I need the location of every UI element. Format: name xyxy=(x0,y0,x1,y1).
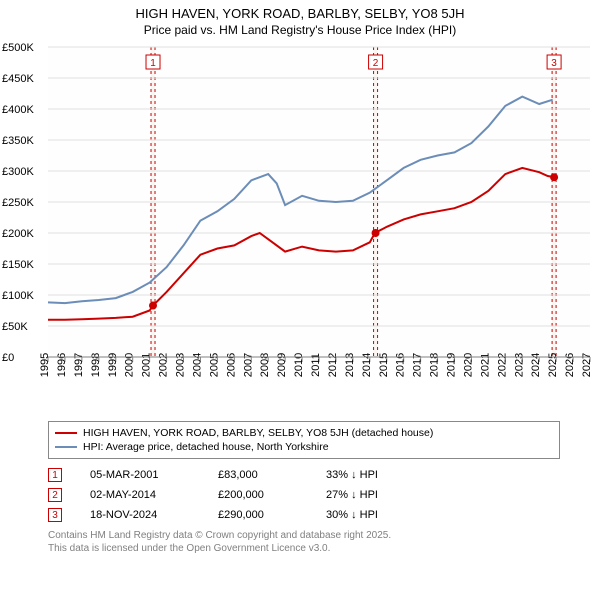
sale-badge: 2 xyxy=(48,488,62,502)
svg-text:2004: 2004 xyxy=(191,353,203,377)
legend-label: HPI: Average price, detached house, Nort… xyxy=(83,441,329,453)
svg-text:£200K: £200K xyxy=(2,228,34,240)
svg-text:2005: 2005 xyxy=(208,353,220,377)
svg-text:£100K: £100K xyxy=(2,290,34,302)
legend: HIGH HAVEN, YORK ROAD, BARLBY, SELBY, YO… xyxy=(48,421,560,459)
legend-item: HPI: Average price, detached house, Nort… xyxy=(55,440,553,454)
sale-delta: 33% ↓ HPI xyxy=(326,469,426,481)
svg-text:2018: 2018 xyxy=(429,353,441,377)
svg-text:1996: 1996 xyxy=(56,353,68,377)
legend-item: HIGH HAVEN, YORK ROAD, BARLBY, SELBY, YO… xyxy=(55,426,553,440)
sale-date: 02-MAY-2014 xyxy=(90,489,200,501)
sale-date: 18-NOV-2024 xyxy=(90,509,200,521)
svg-text:2000: 2000 xyxy=(124,353,136,377)
svg-text:£300K: £300K xyxy=(2,166,34,178)
svg-text:£500K: £500K xyxy=(2,42,34,54)
chart-title: HIGH HAVEN, YORK ROAD, BARLBY, SELBY, YO… xyxy=(0,0,600,37)
sale-price: £200,000 xyxy=(218,489,308,501)
svg-text:2007: 2007 xyxy=(242,353,254,377)
sales-table: 1 05-MAR-2001 £83,000 33% ↓ HPI 2 02-MAY… xyxy=(48,465,560,525)
svg-text:2: 2 xyxy=(373,58,379,69)
legend-swatch-red xyxy=(55,432,77,434)
svg-text:2027: 2027 xyxy=(581,353,593,377)
sale-row: 1 05-MAR-2001 £83,000 33% ↓ HPI xyxy=(48,465,560,485)
svg-text:2020: 2020 xyxy=(462,353,474,377)
sale-badge: 1 xyxy=(48,468,62,482)
sale-row: 2 02-MAY-2014 £200,000 27% ↓ HPI xyxy=(48,485,560,505)
svg-text:£0: £0 xyxy=(2,352,14,364)
svg-text:1995: 1995 xyxy=(39,353,51,377)
svg-text:2006: 2006 xyxy=(225,353,237,377)
svg-text:2024: 2024 xyxy=(530,353,542,377)
svg-text:1998: 1998 xyxy=(90,353,102,377)
svg-text:2021: 2021 xyxy=(479,353,491,377)
sale-price: £83,000 xyxy=(218,469,308,481)
svg-text:2009: 2009 xyxy=(276,353,288,377)
svg-text:1997: 1997 xyxy=(73,353,85,377)
svg-text:2010: 2010 xyxy=(293,353,305,377)
footer-line-1: Contains HM Land Registry data © Crown c… xyxy=(48,529,560,542)
svg-text:£400K: £400K xyxy=(2,104,34,116)
svg-text:2017: 2017 xyxy=(412,353,424,377)
svg-text:2023: 2023 xyxy=(513,353,525,377)
footer-line-2: This data is licensed under the Open Gov… xyxy=(48,542,560,555)
svg-text:1999: 1999 xyxy=(107,353,119,377)
svg-text:3: 3 xyxy=(551,58,557,69)
title-line-2: Price paid vs. HM Land Registry's House … xyxy=(0,23,600,37)
svg-text:2001: 2001 xyxy=(141,353,153,377)
svg-text:2002: 2002 xyxy=(158,353,170,377)
sale-price: £290,000 xyxy=(218,509,308,521)
sale-badge: 3 xyxy=(48,508,62,522)
svg-text:2016: 2016 xyxy=(395,353,407,377)
svg-text:2015: 2015 xyxy=(378,353,390,377)
sale-date: 05-MAR-2001 xyxy=(90,469,200,481)
svg-text:2012: 2012 xyxy=(327,353,339,377)
svg-text:2003: 2003 xyxy=(175,353,187,377)
svg-text:2019: 2019 xyxy=(446,353,458,377)
svg-text:2014: 2014 xyxy=(361,353,373,377)
svg-text:£350K: £350K xyxy=(2,135,34,147)
svg-text:2025: 2025 xyxy=(547,353,559,377)
legend-swatch-blue xyxy=(55,446,77,448)
svg-text:1: 1 xyxy=(150,58,156,69)
legend-label: HIGH HAVEN, YORK ROAD, BARLBY, SELBY, YO… xyxy=(83,427,433,439)
sale-delta: 27% ↓ HPI xyxy=(326,489,426,501)
sale-row: 3 18-NOV-2024 £290,000 30% ↓ HPI xyxy=(48,505,560,525)
svg-text:£450K: £450K xyxy=(2,73,34,85)
svg-text:2013: 2013 xyxy=(344,353,356,377)
svg-text:£250K: £250K xyxy=(2,197,34,209)
svg-text:£150K: £150K xyxy=(2,259,34,271)
price-chart: £0 £50K £100K £150K £200K £250K £300K £350K £400… xyxy=(0,37,600,417)
svg-text:£50K: £50K xyxy=(2,321,28,333)
title-line-1: HIGH HAVEN, YORK ROAD, BARLBY, SELBY, YO… xyxy=(0,6,600,21)
sale-delta: 30% ↓ HPI xyxy=(326,509,426,521)
svg-text:2022: 2022 xyxy=(496,353,508,377)
footer-attribution: Contains HM Land Registry data © Crown c… xyxy=(48,529,560,555)
svg-text:2026: 2026 xyxy=(564,353,576,377)
chart-container: £0 £50K £100K £150K £200K £250K £300K £350K £400… xyxy=(0,37,600,417)
svg-text:2008: 2008 xyxy=(259,353,271,377)
